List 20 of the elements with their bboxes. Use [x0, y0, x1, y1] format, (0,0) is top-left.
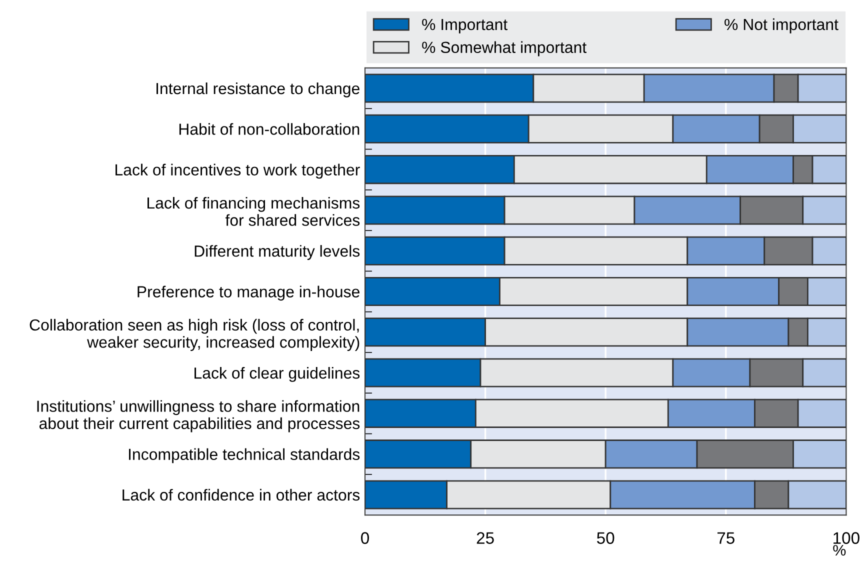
x-tick-label: 25: [476, 532, 494, 544]
y-tick-label: Habit of non-collaboration: [179, 123, 360, 135]
legend-label: % Somewhat important: [422, 41, 587, 56]
y-tick-label: Lack of incentives to work together: [116, 164, 360, 179]
x-axis-title: %: [833, 544, 846, 556]
x-tick-label: 100: [834, 532, 860, 544]
y-tick-label: Lack of financing mechanisms for shared services: [148, 196, 360, 226]
y-tick-label: Institutions’ unwillingness to share information about their current capabilities and processes: [37, 400, 360, 432]
y-tick-label: Lack of confidence in other actors: [122, 488, 360, 501]
legend-label: % Not important: [724, 18, 838, 34]
x-tick-label: 0: [361, 532, 369, 544]
y-tick-label: Collaboration seen as high risk (loss of control, weaker security, increased complexity): [30, 318, 360, 351]
legend-label: % Important: [422, 18, 508, 34]
y-tick-label: Different maturity levels: [194, 245, 360, 260]
y-tick-label: Incompatible technical standards: [129, 448, 360, 464]
y-tick-label: Internal resistance to change: [156, 82, 360, 98]
y-tick-label: Preference to manage in-house: [138, 286, 360, 301]
y-tick-label: Lack of clear guidelines: [194, 367, 360, 382]
x-tick-label: 75: [717, 532, 734, 544]
x-tick-label: 50: [597, 532, 614, 544]
